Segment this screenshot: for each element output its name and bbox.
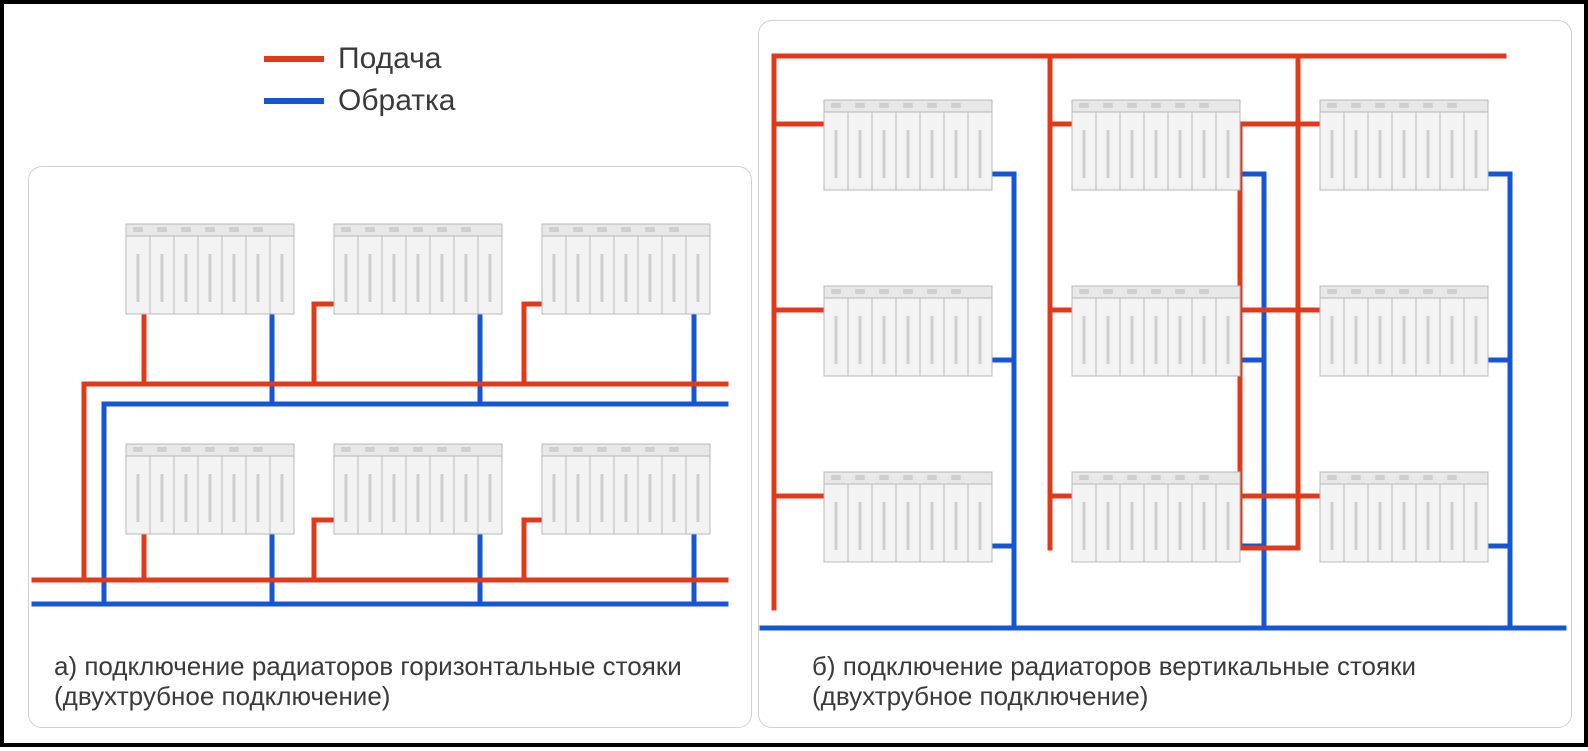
caption-a: a) подключение радиаторов горизонтальные… (54, 652, 714, 712)
radiator (824, 100, 992, 190)
radiator (1072, 100, 1240, 190)
radiator (334, 224, 502, 314)
radiator (1320, 286, 1488, 376)
radiator (542, 444, 710, 534)
radiator (1320, 472, 1488, 562)
diagram-frame: ПодачаОбратка a) подключение радиаторов … (0, 0, 1588, 747)
radiator (542, 224, 710, 314)
radiator (1072, 472, 1240, 562)
radiator (824, 286, 992, 376)
caption-b: б) подключение радиаторов вертикальные с… (812, 652, 1532, 712)
radiator (126, 444, 294, 534)
radiator (824, 472, 992, 562)
radiator (1320, 100, 1488, 190)
diagram-svg (4, 4, 1588, 751)
radiator (334, 444, 502, 534)
radiator (1072, 286, 1240, 376)
radiator (126, 224, 294, 314)
